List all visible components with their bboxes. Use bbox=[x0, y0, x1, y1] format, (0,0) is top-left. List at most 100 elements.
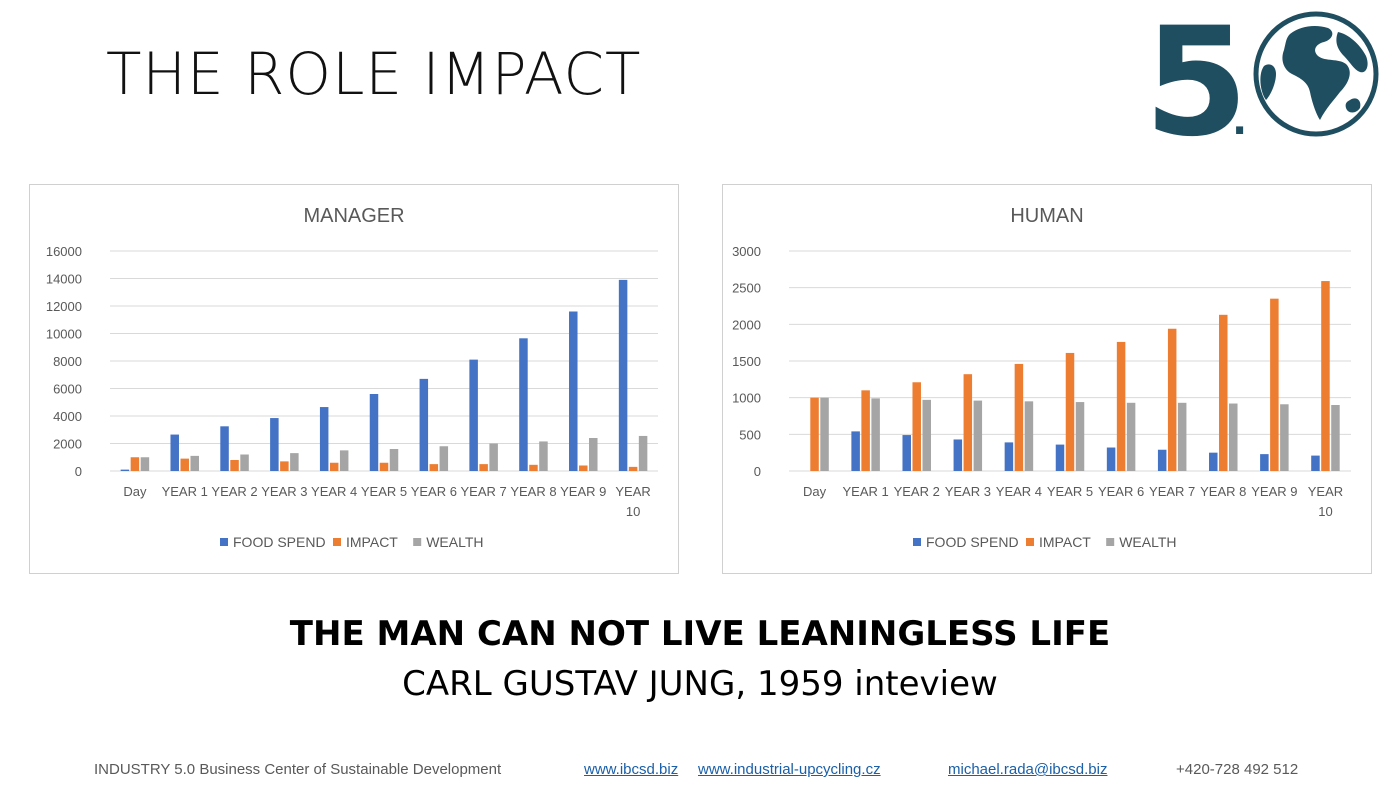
bar-food-spend bbox=[369, 394, 379, 471]
bar-impact bbox=[180, 458, 189, 471]
y-tick-label: 0 bbox=[75, 464, 82, 479]
chart-title: MANAGER bbox=[303, 205, 404, 227]
y-tick-label: 1500 bbox=[732, 354, 761, 369]
logo-dot: . bbox=[1232, 98, 1247, 144]
x-tick-label: YEAR 2 bbox=[211, 484, 257, 499]
logo-number: 5 bbox=[1144, 4, 1248, 144]
bar-food-spend bbox=[220, 426, 229, 471]
footer-link-ibcsd[interactable]: www.ibcsd.biz bbox=[584, 761, 679, 778]
x-tick-label: YEAR 8 bbox=[510, 484, 556, 499]
bar-food-spend bbox=[419, 378, 429, 471]
bar-food-spend bbox=[1157, 449, 1167, 471]
x-tick-label: YEAR 9 bbox=[560, 484, 606, 499]
legend-swatch bbox=[1106, 538, 1115, 546]
footer-phone: +420-728 492 512 bbox=[1176, 761, 1299, 778]
bar-impact bbox=[130, 457, 140, 471]
bar-wealth bbox=[389, 449, 399, 471]
y-tick-label: 8000 bbox=[53, 354, 82, 369]
y-tick-label: 500 bbox=[739, 427, 761, 442]
bar-food-spend bbox=[1004, 442, 1014, 471]
bar-impact bbox=[628, 466, 638, 471]
bar-food-spend bbox=[1209, 452, 1218, 471]
bar-wealth bbox=[240, 454, 249, 471]
bar-impact bbox=[861, 390, 870, 471]
x-tick-label: YEAR 6 bbox=[1098, 484, 1144, 499]
y-tick-label: 2500 bbox=[732, 281, 761, 296]
x-tick-label: Day bbox=[803, 484, 827, 499]
bar-food-spend bbox=[953, 439, 963, 471]
bar-wealth bbox=[1024, 401, 1034, 471]
bar-impact bbox=[1116, 341, 1126, 471]
bar-wealth bbox=[439, 446, 449, 471]
y-tick-label: 16000 bbox=[46, 244, 82, 259]
bar-wealth bbox=[290, 453, 299, 471]
bar-food-spend bbox=[851, 431, 860, 471]
bar-food-spend bbox=[270, 418, 279, 471]
bar-food-spend bbox=[1106, 447, 1116, 471]
x-tick-label: YEAR 3 bbox=[945, 484, 991, 499]
bar-wealth bbox=[1229, 403, 1238, 471]
footer-email-link[interactable]: michael.rada@ibcsd.biz bbox=[948, 761, 1108, 778]
bar-impact bbox=[1321, 281, 1330, 471]
x-tick-label: YEAR 4 bbox=[996, 484, 1042, 499]
x-tick-label: YEAR 4 bbox=[311, 484, 357, 499]
x-tick-label: YEAR 9 bbox=[1251, 484, 1297, 499]
legend-label: WEALTH bbox=[426, 534, 483, 550]
logo: 5 . bbox=[1140, 0, 1400, 170]
x-tick-label: YEAR 3 bbox=[261, 484, 307, 499]
bar-wealth bbox=[539, 441, 548, 471]
x-tick-label: YEAR 7 bbox=[1149, 484, 1195, 499]
legend-label: FOOD SPEND bbox=[233, 534, 326, 550]
quote-attribution: CARL GUSTAV JUNG, 1959 inteview bbox=[402, 664, 998, 704]
y-tick-label: 12000 bbox=[46, 299, 82, 314]
bar-wealth bbox=[1177, 402, 1187, 471]
legend-label: FOOD SPEND bbox=[926, 534, 1019, 550]
bar-food-spend bbox=[120, 469, 130, 471]
x-tick-label: YEAR 5 bbox=[361, 484, 407, 499]
bar-impact bbox=[429, 464, 439, 471]
quote: THE MAN CAN NOT LIVE LEANINGLESS LIFE bbox=[289, 614, 1111, 654]
human-chart: HUMAN 0 500 1000 1500 2000 2500 3000 Day YEAR 1 YE… bbox=[722, 184, 1372, 574]
bar-food-spend bbox=[618, 279, 628, 471]
x-tick-label: YEAR 2 bbox=[894, 484, 940, 499]
bar-food-spend bbox=[569, 311, 578, 471]
legend-label: IMPACT bbox=[1039, 534, 1091, 550]
bar-impact bbox=[1065, 352, 1075, 471]
bar-impact bbox=[379, 462, 389, 471]
bar-wealth bbox=[973, 400, 983, 471]
legend-swatch bbox=[1026, 538, 1034, 546]
bar-impact bbox=[230, 460, 239, 471]
legend-swatch bbox=[220, 538, 228, 546]
bar-impact bbox=[280, 461, 289, 471]
bar-wealth bbox=[1075, 402, 1085, 471]
bar-impact bbox=[1219, 314, 1228, 471]
bar-impact bbox=[963, 374, 973, 471]
bar-food-spend bbox=[170, 434, 179, 471]
x-tick-label: YEAR 7 bbox=[461, 484, 507, 499]
legend-label: WEALTH bbox=[1119, 534, 1176, 550]
y-tick-label: 2000 bbox=[732, 317, 761, 332]
y-tick-label: 0 bbox=[754, 464, 761, 479]
x-tick-label: YEAR 5 bbox=[1047, 484, 1093, 499]
y-tick-label: 1000 bbox=[732, 391, 761, 406]
bar-impact bbox=[810, 397, 819, 471]
x-tick-label: YEAR 1 bbox=[843, 484, 889, 499]
y-tick-label: 10000 bbox=[46, 327, 82, 342]
bar-wealth bbox=[339, 450, 349, 471]
footer-link-upcycling[interactable]: www.industrial-upcycling.cz bbox=[698, 761, 881, 778]
x-tick-label: YEAR 6 bbox=[411, 484, 457, 499]
x-tick-label: Day bbox=[123, 484, 147, 499]
bar-wealth bbox=[190, 455, 199, 471]
bar-food-spend bbox=[469, 359, 478, 471]
bar-food-spend bbox=[319, 407, 329, 471]
x-tick-label: YEAR 8 bbox=[1200, 484, 1246, 499]
y-tick-label: 6000 bbox=[53, 382, 82, 397]
x-tick-label: YEAR 10 bbox=[615, 484, 650, 519]
y-tick-label: 2000 bbox=[53, 437, 82, 452]
bar-wealth bbox=[589, 438, 598, 471]
bar-food-spend bbox=[1055, 444, 1065, 471]
legend-swatch bbox=[333, 538, 341, 546]
bar-impact bbox=[1014, 363, 1024, 471]
page-title: THE ROLE IMPACT bbox=[106, 40, 642, 108]
bar-wealth bbox=[1280, 404, 1289, 471]
